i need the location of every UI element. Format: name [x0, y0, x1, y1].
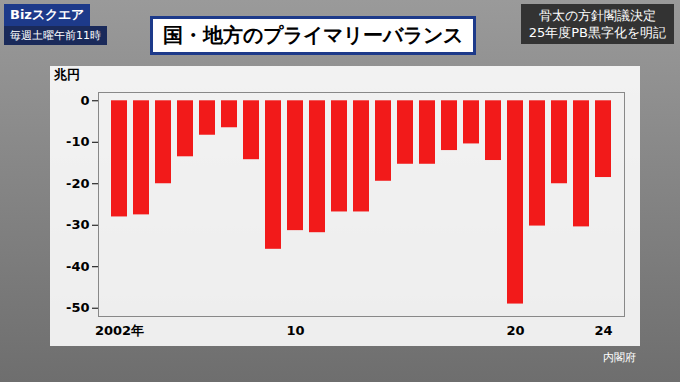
svg-text:-20: -20	[66, 176, 90, 191]
svg-text:10: 10	[286, 323, 304, 338]
svg-text:-40: -40	[66, 259, 90, 274]
html-text:25年度PB黒字化を明記: 25年度PB黒字化を明記	[528, 25, 666, 40]
svg-text:-50: -50	[66, 300, 90, 315]
svg-text:2002年: 2002年	[95, 323, 144, 338]
html-text:国・地方のプライマリーバランス: 国・地方のプライマリーバランス	[163, 23, 463, 47]
svg-text:-30: -30	[66, 217, 90, 232]
html-text:内閣府: 内閣府	[603, 351, 636, 364]
svg-text:-10: -10	[66, 134, 90, 149]
html-text:毎週土曜午前11時: 毎週土曜午前11時	[10, 29, 101, 42]
html-text:Bizスクエア: Bizスクエア	[10, 7, 84, 22]
svg-text:0: 0	[80, 93, 89, 108]
svg-text:20: 20	[506, 323, 524, 338]
svg-text:24: 24	[594, 323, 612, 338]
svg-text:兆円: 兆円	[53, 67, 80, 82]
html-text:骨太の方針閣議決定: 骨太の方針閣議決定	[538, 8, 656, 23]
